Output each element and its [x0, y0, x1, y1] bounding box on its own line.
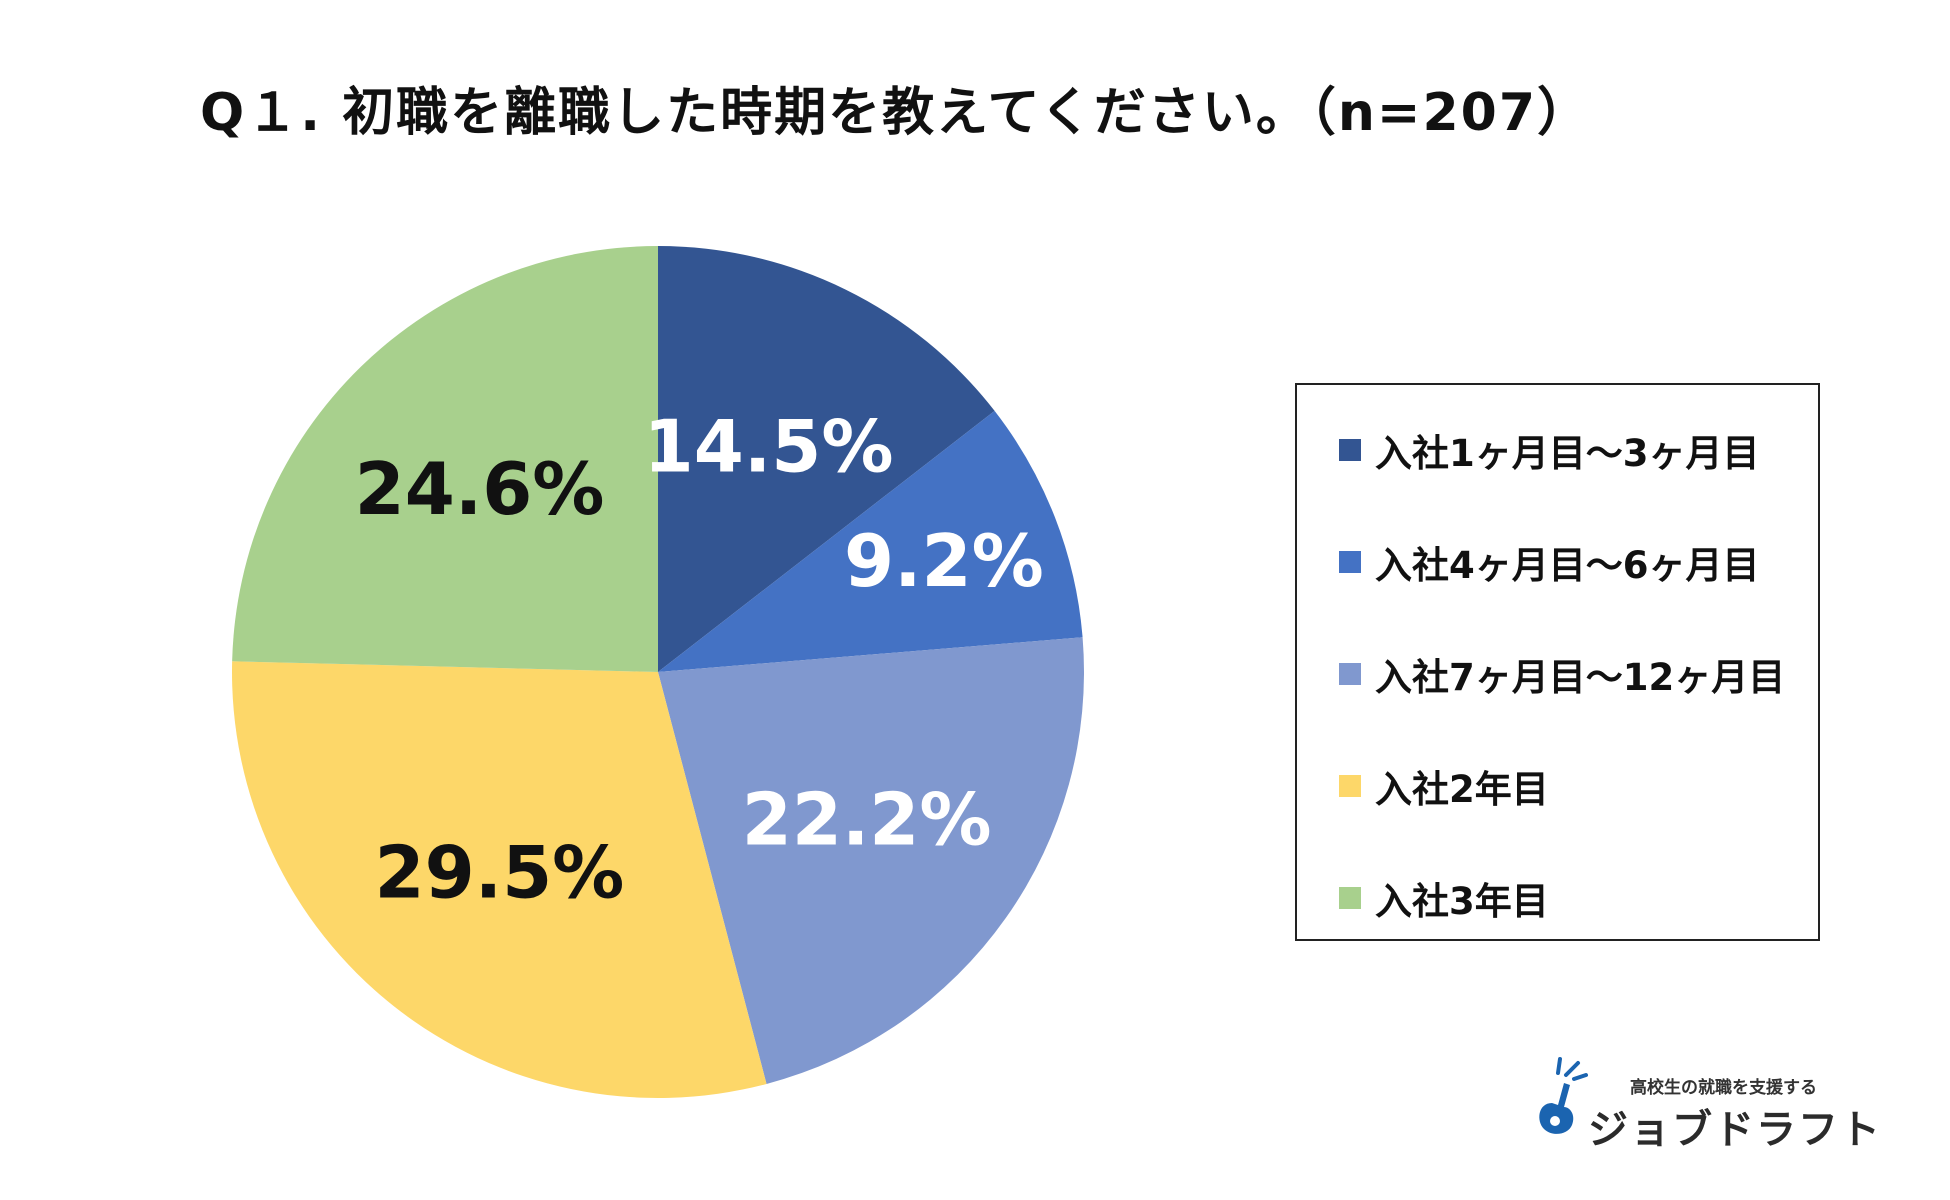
legend-item-1-3-months: 入社1ヶ月目〜3ヶ月目: [1339, 423, 1760, 477]
pie-slice-year-3: [232, 246, 659, 672]
data-label-4-6-months: 9.2%: [844, 519, 1044, 603]
legend-swatch: [1339, 775, 1361, 797]
legend-label: 入社7ヶ月目〜12ヶ月目: [1375, 656, 1786, 699]
pie-slice-1-3-months: [658, 246, 995, 672]
pie-slice-year-2: [231, 661, 767, 1098]
logo-name: ジョブドラフト: [1588, 1107, 1882, 1153]
legend-label: 入社2年目: [1375, 768, 1549, 811]
guitar-icon: [1539, 1057, 1588, 1134]
pie-slice-4-6-months: [658, 410, 1083, 672]
legend-item-4-6-months: 入社4ヶ月目〜6ヶ月目: [1339, 535, 1760, 589]
legend-item-year-2: 入社2年目: [1339, 759, 1549, 813]
legend-label: 入社3年目: [1375, 880, 1549, 923]
legend-swatch: [1339, 663, 1361, 685]
legend-swatch: [1339, 551, 1361, 573]
legend-label: 入社1ヶ月目〜3ヶ月目: [1375, 432, 1760, 475]
chart-title: Q１. 初職を離職した時期を教えてください。（n=207）: [200, 83, 1592, 143]
legend-swatch: [1339, 887, 1361, 909]
legend-item-7-12-months: 入社7ヶ月目〜12ヶ月目: [1339, 647, 1785, 701]
data-label-year-3: 24.6%: [355, 447, 605, 531]
legend-swatch: [1339, 439, 1361, 461]
data-label-year-2: 29.5%: [375, 830, 625, 914]
data-label-7-12-months: 22.2%: [742, 778, 992, 862]
legend: 入社1ヶ月目〜3ヶ月目 入社4ヶ月目〜6ヶ月目 入社7ヶ月目〜12ヶ月目 入社2…: [1295, 383, 1820, 941]
data-label-1-3-months: 14.5%: [644, 404, 894, 488]
jobdraft-logo: 高校生の就職を支援する ジョブドラフト: [1530, 1055, 1880, 1153]
legend-item-year-3: 入社3年目: [1339, 871, 1549, 925]
legend-label: 入社4ヶ月目〜6ヶ月目: [1375, 544, 1760, 587]
pie-slice-7-12-months: [658, 637, 1084, 1084]
logo-tagline: 高校生の就職を支援する: [1630, 1078, 1817, 1098]
